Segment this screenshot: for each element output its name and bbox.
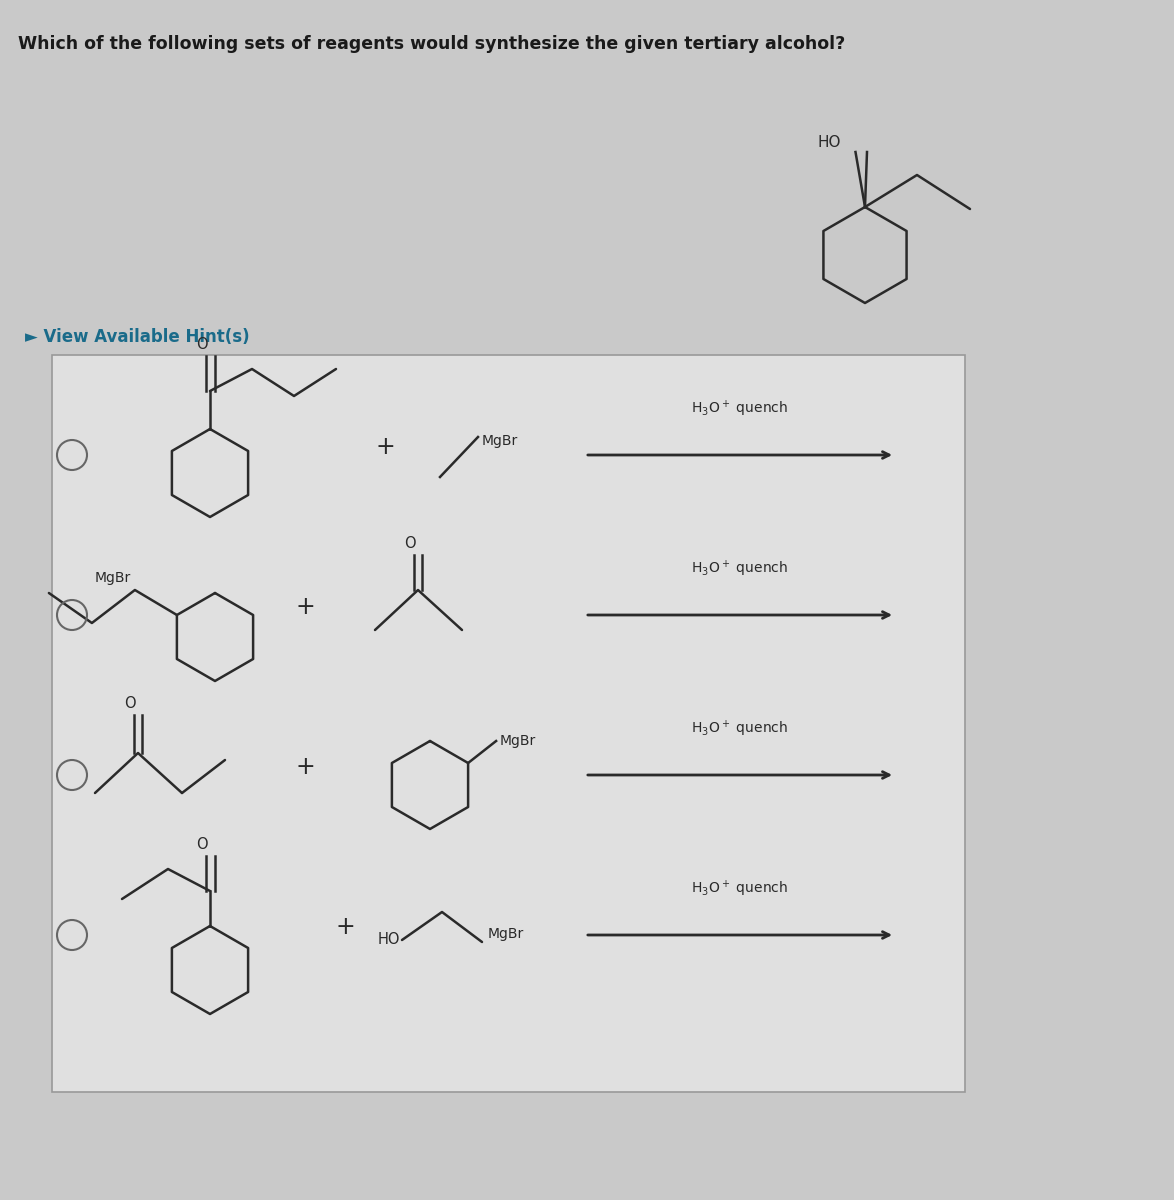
- Text: H$_3$O$^+$ quench: H$_3$O$^+$ quench: [691, 558, 789, 578]
- Text: H$_3$O$^+$ quench: H$_3$O$^+$ quench: [691, 398, 789, 419]
- Text: +: +: [295, 755, 315, 779]
- Text: MgBr: MgBr: [500, 734, 537, 748]
- Text: HO: HO: [378, 932, 400, 948]
- Text: HO: HO: [817, 134, 841, 150]
- Text: +: +: [376, 434, 394, 458]
- Bar: [52, 355, 965, 1092]
- Text: +: +: [335, 914, 355, 938]
- Text: H$_3$O$^+$ quench: H$_3$O$^+$ quench: [691, 719, 789, 739]
- Text: H$_3$O$^+$ quench: H$_3$O$^+$ quench: [691, 878, 789, 899]
- Text: O: O: [404, 536, 416, 551]
- Text: MgBr: MgBr: [488, 926, 525, 941]
- Text: O: O: [124, 696, 136, 710]
- Text: MgBr: MgBr: [483, 434, 518, 448]
- Text: Which of the following sets of reagents would synthesize the given tertiary alco: Which of the following sets of reagents …: [18, 35, 845, 53]
- Text: O: O: [196, 337, 208, 352]
- Text: O: O: [196, 838, 208, 852]
- Text: ► View Available Hint(s): ► View Available Hint(s): [25, 328, 250, 346]
- Text: MgBr: MgBr: [95, 571, 131, 584]
- Text: +: +: [295, 595, 315, 619]
